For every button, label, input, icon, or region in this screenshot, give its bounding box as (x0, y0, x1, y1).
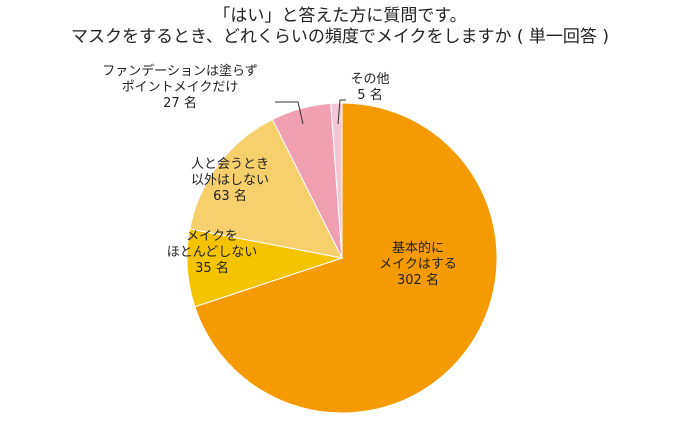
pie-slice (194, 102, 498, 414)
slice-value: 35 名 (195, 260, 229, 276)
slice-label-line: ポイントメイクだけ (122, 80, 239, 95)
slice-value: 5 名 (357, 87, 382, 103)
slice-label: 人と会うとき以外はしない 63 名 (191, 157, 269, 204)
slice-value: 63 名 (213, 188, 247, 204)
title-line-2: マスクをするとき、どれくらいの頻度でメイクをしますか ( 単一回答 ) (71, 27, 609, 47)
pie-slice (330, 102, 343, 259)
slice-label-line: ほとんどしない (167, 245, 258, 260)
title-line-1: 「はい」と答えた方に質問です。 (213, 6, 467, 26)
slice-label-line: 基本的に (392, 240, 444, 256)
slice-value: 302 名 (397, 272, 439, 288)
slice-value: 27 名 (163, 95, 197, 111)
slice-label: ファンデーションは塗らずポイントメイクだけ 27 名 (102, 63, 257, 111)
slice-label: その他 5 名 (350, 72, 389, 103)
slice-label: メイクをほとんどしない 35 名 (167, 229, 258, 276)
slice-label-line: 人と会うとき (191, 157, 269, 172)
slice-label-line: その他 (350, 72, 389, 87)
leader-line (275, 101, 304, 125)
slice-label-line: 以外はしない (191, 173, 269, 188)
pie-slice (189, 118, 343, 259)
slice-label-line: メイクはする (379, 257, 457, 272)
slice-label: 基本的にメイクはする 302 名 (379, 240, 457, 288)
chart-title: 「はい」と答えた方に質問です。 マスクをするとき、どれくらいの頻度でメイクをしま… (0, 6, 680, 48)
leader-line (337, 99, 346, 125)
slice-label-line: メイクを (186, 229, 238, 244)
slice-label-line: ファンデーションは塗らず (102, 63, 257, 79)
